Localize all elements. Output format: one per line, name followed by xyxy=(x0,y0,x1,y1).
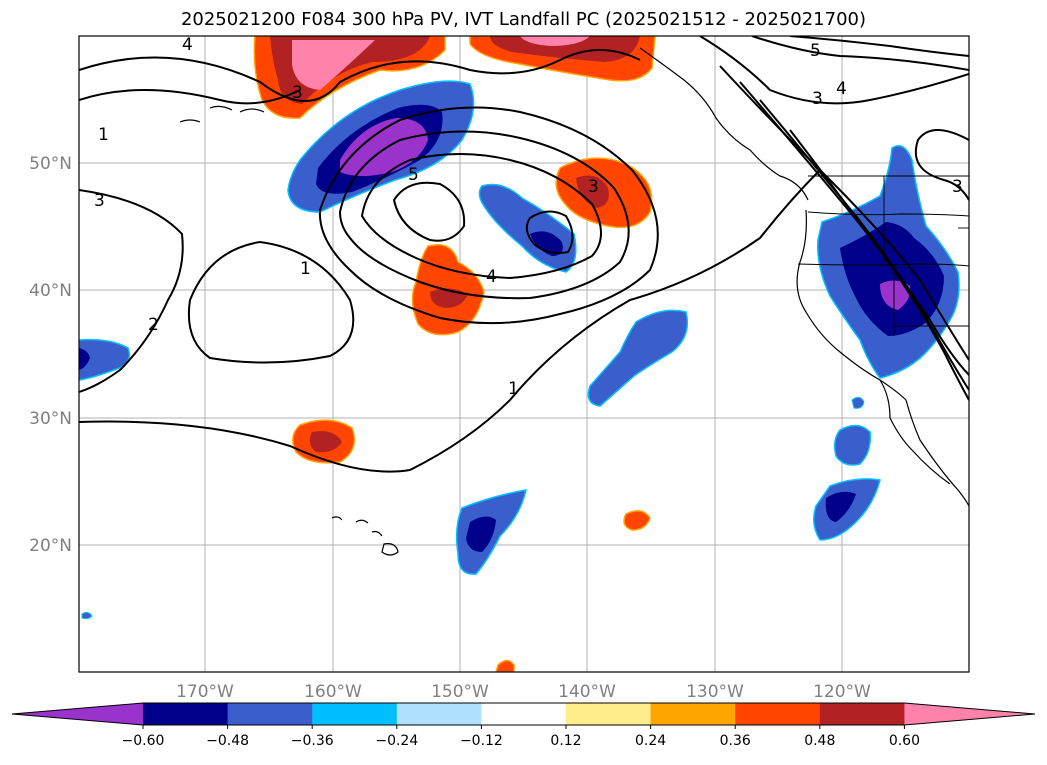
contour-label: 3 xyxy=(952,177,963,197)
lon-tick: 160°W xyxy=(304,682,362,702)
contour-label: 3 xyxy=(94,191,105,211)
contour-label: 5 xyxy=(408,165,419,185)
lon-tick: 120°W xyxy=(813,682,871,702)
lat-tick: 50°N xyxy=(29,154,72,174)
lat-tick: 40°N xyxy=(29,281,72,301)
contour-label: 4 xyxy=(182,35,193,55)
contour-label: 3 xyxy=(812,89,823,109)
map-title: 2025021200 F084 300 hPa PV, IVT Landfall… xyxy=(180,9,867,30)
contour-label: 4 xyxy=(486,267,497,287)
colorbar-tick-label: 0.12 xyxy=(550,733,581,749)
contour-labels: 4 1 3 1 2 5 3 4 3 1 5 4 3 3 xyxy=(94,35,963,399)
colorbar: −0.60 −0.48 −0.36 −0.24 −0.12 0.12 0.24 0.36 0.4… xyxy=(11,702,1036,749)
contour-label: 5 xyxy=(810,41,821,61)
contour-label: 4 xyxy=(836,79,847,99)
latitude-ticks: 50°N 40°N 30°N 20°N xyxy=(29,154,72,556)
lon-tick: 150°W xyxy=(431,682,489,702)
colorbar-segment xyxy=(566,703,652,725)
colorbar-segment xyxy=(396,703,482,725)
colorbar-tick-label: 0.36 xyxy=(720,733,751,749)
colorbar-tick-label: −0.48 xyxy=(206,733,249,749)
map-frame xyxy=(78,35,970,673)
colorbar-segment xyxy=(735,703,821,725)
colorbar-segment xyxy=(819,703,905,725)
contour-label: 3 xyxy=(588,177,599,197)
lon-tick: 140°W xyxy=(558,682,616,702)
colorbar-tick-label: 0.60 xyxy=(889,733,920,749)
lon-tick: 130°W xyxy=(686,682,744,702)
contour-label: 3 xyxy=(292,83,303,103)
colorbar-extend-high xyxy=(904,703,1035,725)
lat-tick: 20°N xyxy=(29,536,72,556)
contour-label: 1 xyxy=(300,259,311,279)
colorbar-segment xyxy=(650,703,736,725)
colorbar-segment xyxy=(312,703,398,725)
map-panel xyxy=(79,36,969,672)
colorbar-tick-label: −0.12 xyxy=(460,733,503,749)
contour-label: 1 xyxy=(98,125,109,145)
borders xyxy=(797,175,969,336)
colorbar-tick-label: 0.48 xyxy=(804,733,835,749)
pv-contours xyxy=(79,36,969,473)
colorbar-extend-low xyxy=(12,703,143,725)
colorbar-tick-label: −0.36 xyxy=(291,733,334,749)
lon-tick: 170°W xyxy=(176,682,234,702)
longitude-ticks: 170°W 160°W 150°W 140°W 130°W 120°W xyxy=(176,682,871,702)
colorbar-segment xyxy=(143,703,229,725)
colorbar-tick-label: −0.24 xyxy=(375,733,418,749)
contour-label: 2 xyxy=(148,315,159,335)
lat-tick: 30°N xyxy=(29,409,72,429)
colorbar-tick-label: −0.60 xyxy=(122,733,165,749)
contour-label: 1 xyxy=(508,379,519,399)
colorbar-segment xyxy=(227,703,313,725)
colorbar-tick-label: 0.24 xyxy=(635,733,666,749)
coastlines xyxy=(179,47,969,556)
colorbar-segment xyxy=(481,703,567,725)
